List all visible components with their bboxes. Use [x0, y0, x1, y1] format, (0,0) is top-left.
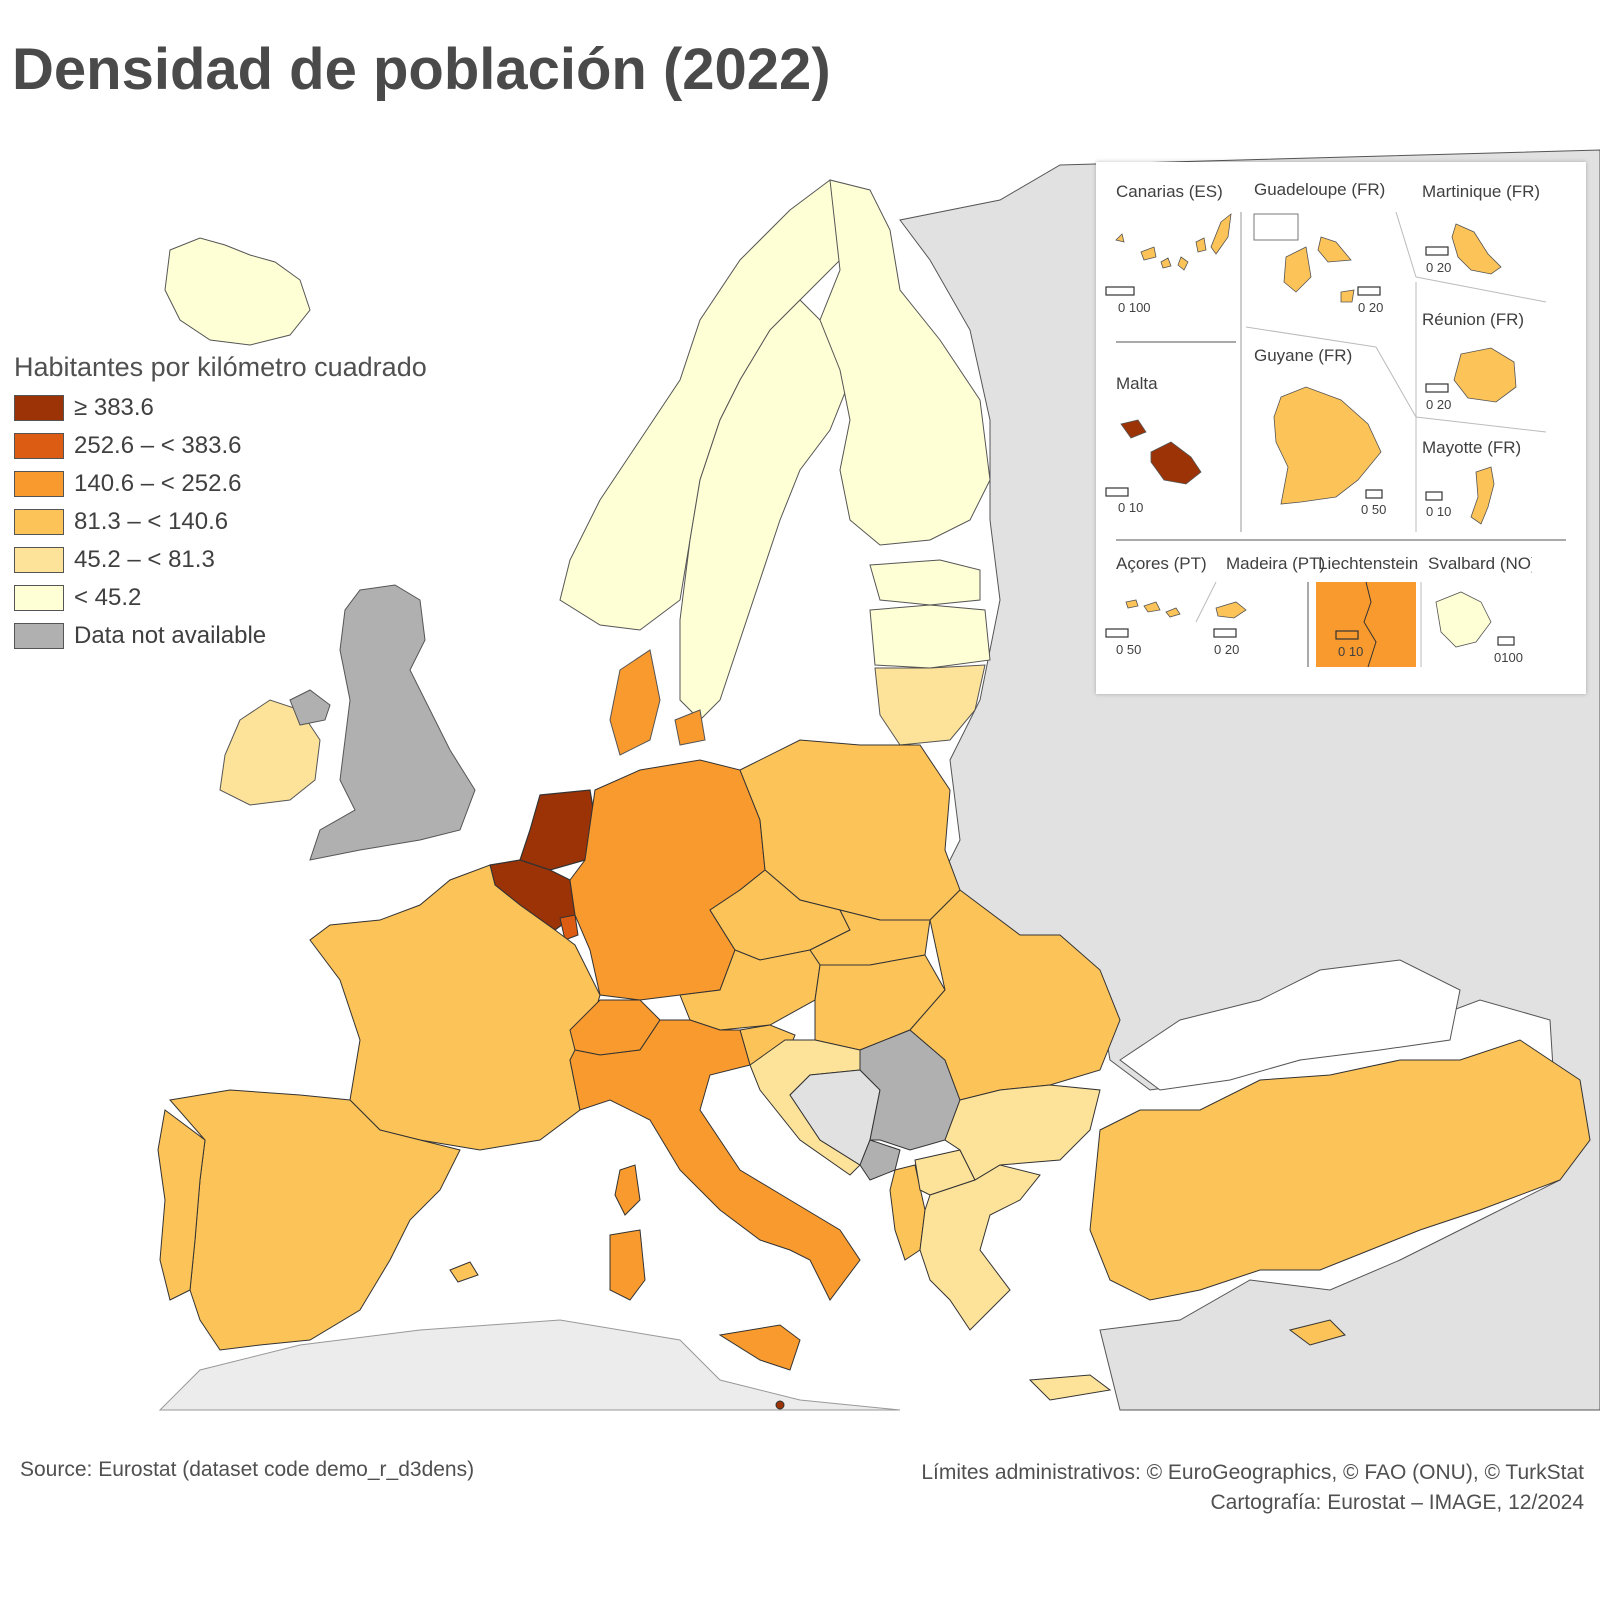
- inset-graphics: [1105, 211, 1566, 668]
- region-iceland: [164, 237, 311, 346]
- legend: Habitantes por kilómetro cuadrado ≥ 383.…: [14, 352, 494, 655]
- legend-swatch: [14, 547, 64, 573]
- inset-title-canarias: Canarias (ES): [1116, 182, 1223, 201]
- scale-label-canarias: 0 100: [1118, 300, 1151, 315]
- legend-swatch: [14, 471, 64, 497]
- inset-guadeloupe-shape: [1283, 236, 1355, 303]
- legend-item: 81.3 – < 140.6: [14, 503, 494, 541]
- cartography-credit: Cartografía: Eurostat – IMAGE, 12/2024: [1210, 1491, 1584, 1514]
- inset-svalbard-shape: [1435, 591, 1492, 648]
- region-luxembourg: [559, 914, 579, 941]
- inset-malta-shape: [1120, 419, 1202, 485]
- region-france: [309, 864, 601, 1151]
- inset-title-mayotte: Mayotte (FR): [1422, 438, 1522, 457]
- scale-label-reunion: 0 20: [1426, 397, 1452, 412]
- legend-item: 140.6 – < 252.6: [14, 465, 494, 503]
- region-bulgaria: [944, 1084, 1101, 1181]
- legend-title: Habitantes por kilómetro cuadrado: [14, 352, 427, 382]
- region-balearic: [449, 1261, 479, 1283]
- region-denmark: [609, 649, 706, 756]
- north-africa: [158, 1319, 901, 1411]
- region-italy: [569, 1019, 861, 1301]
- map-title: Densidad de población (2022): [12, 37, 831, 102]
- inset-title-guyane: Guyane (FR): [1254, 346, 1353, 365]
- legend-label: Data not available: [74, 622, 267, 649]
- inset-title-liechtenstein: Liechtenstein: [1318, 554, 1419, 573]
- inset-reunion-shape: [1453, 347, 1517, 403]
- credits: Límites administrativos: © EuroGeographi…: [921, 1458, 1584, 1518]
- scale-label-malta: 0 10: [1118, 500, 1144, 515]
- legend-label: 252.6 – < 383.6: [74, 432, 242, 459]
- legend-item: 252.6 – < 383.6: [14, 427, 494, 465]
- inset-title-svalbard: Svalbard (NO): [1428, 554, 1532, 573]
- inset-canarias-shape: [1115, 213, 1232, 271]
- scale-bars: [1105, 246, 1515, 646]
- legend-swatch: [14, 585, 64, 611]
- scale-label-madeira: 0 20: [1214, 642, 1240, 657]
- region-netherlands: [519, 789, 596, 871]
- scale-label-guyane: 0 50: [1361, 502, 1387, 517]
- region-lithuania: [874, 664, 986, 746]
- region-united-kingdom: [289, 584, 476, 861]
- inset-panel: Canarias (ES) Guadeloupe (FR) Martinique…: [1096, 162, 1586, 694]
- region-montenegro: [859, 1139, 901, 1181]
- region-ireland: [219, 699, 321, 806]
- region-portugal: [157, 1109, 206, 1301]
- inset-madeira-shape: [1215, 601, 1247, 619]
- scale-label-acores: 0 50: [1116, 642, 1142, 657]
- legend-label: 81.3 – < 140.6: [74, 508, 229, 535]
- scale-label-liechtenstein: 0 10: [1338, 644, 1364, 659]
- inset-martinique-shape: [1451, 223, 1502, 275]
- legend-swatch: [14, 395, 64, 421]
- inset-guadeloupe-locator: [1253, 213, 1299, 241]
- region-estonia: [869, 559, 981, 606]
- region-greece: [919, 1164, 1112, 1401]
- region-cyprus: [1288, 1319, 1346, 1346]
- scale-label-martinique: 0 20: [1426, 260, 1452, 275]
- legend-label: 140.6 – < 252.6: [74, 470, 242, 497]
- inset-title-acores: Açores (PT): [1116, 554, 1207, 573]
- region-malta: [775, 1400, 785, 1410]
- region-corsica: [614, 1164, 641, 1216]
- legend-item: < 45.2: [14, 579, 494, 617]
- legend-item: 45.2 – < 81.3: [14, 541, 494, 579]
- scale-label-mayotte: 0 10: [1426, 504, 1452, 519]
- legend-item: Data not available: [14, 617, 494, 655]
- inset-mayotte-shape: [1470, 466, 1495, 525]
- scale-label-guadeloupe: 0 20: [1358, 300, 1384, 315]
- inset-title-martinique: Martinique (FR): [1422, 182, 1541, 201]
- inset-liechtenstein-border: [1363, 581, 1377, 668]
- legend-label: 45.2 – < 81.3: [74, 546, 215, 573]
- region-romania: [909, 889, 1121, 1101]
- region-finland: [819, 179, 991, 546]
- inset-guyane-shape: [1273, 386, 1382, 505]
- inset-title-malta: Malta: [1116, 374, 1158, 393]
- region-sicily: [718, 1324, 801, 1371]
- region-sardinia: [609, 1229, 646, 1301]
- legend-swatch: [14, 509, 64, 535]
- legend-swatch: [14, 623, 64, 649]
- source-note: Source: Eurostat (dataset code demo_r_d3…: [20, 1458, 475, 1481]
- inset-acores-shape: [1125, 599, 1181, 618]
- boundaries-credit: Límites administrativos: © EuroGeographi…: [921, 1461, 1584, 1484]
- region-latvia: [869, 604, 991, 669]
- scale-label-svalbard: 0100: [1494, 650, 1523, 665]
- inset-title-guadeloupe: Guadeloupe (FR): [1254, 180, 1386, 199]
- black-sea: [1119, 959, 1461, 1091]
- legend-item: ≥ 383.6: [14, 389, 494, 427]
- region-turkey: [1089, 1039, 1591, 1301]
- inset-title-reunion: Réunion (FR): [1422, 310, 1525, 329]
- legend-label: < 45.2: [74, 584, 142, 611]
- legend-label: ≥ 383.6: [74, 394, 154, 421]
- inset-title-madeira: Madeira (PT): [1226, 554, 1326, 573]
- legend-swatch: [14, 433, 64, 459]
